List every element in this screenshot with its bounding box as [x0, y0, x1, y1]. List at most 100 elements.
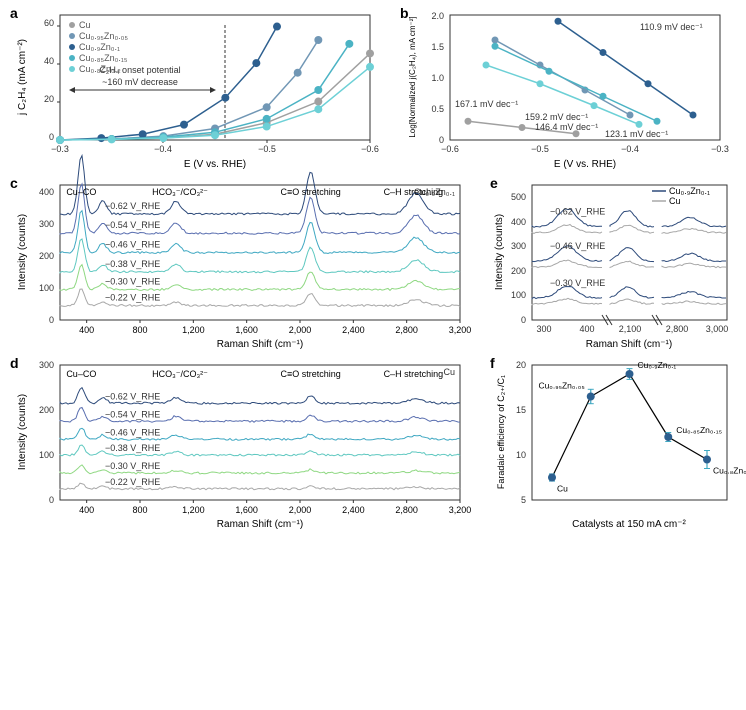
svg-text:−0.46 V_RHE: −0.46 V_RHE — [550, 241, 605, 251]
y-axis-label: Intensity (counts) — [494, 214, 505, 290]
legend: CuCu₀.₉₅Zn₀.₀₅Cu₀.₉Zn₀.₁Cu₀.₈₅Zn₀.₁₅Cu₀.… — [69, 20, 128, 74]
svg-text:HCO₃⁻/CO₃²⁻: HCO₃⁻/CO₃²⁻ — [152, 369, 208, 379]
svg-text:40: 40 — [44, 56, 54, 66]
svg-text:−0.6: −0.6 — [361, 144, 379, 154]
panel-b-label: b — [400, 5, 409, 21]
svg-text:20: 20 — [516, 360, 526, 370]
svg-text:2,000: 2,000 — [289, 505, 312, 515]
svg-text:Cu₀.₉₅Zn₀.₀₅: Cu₀.₉₅Zn₀.₀₅ — [538, 381, 584, 391]
svg-text:500: 500 — [511, 192, 526, 202]
y-axis: 5 10 15 20 — [516, 360, 526, 505]
svg-text:3,200: 3,200 — [449, 505, 472, 515]
svg-text:Cu: Cu — [79, 20, 91, 30]
svg-text:0.5: 0.5 — [431, 104, 444, 114]
svg-text:C≡O stretching: C≡O stretching — [281, 187, 341, 197]
svg-text:2.0: 2.0 — [431, 11, 444, 21]
svg-text:1.5: 1.5 — [431, 42, 444, 52]
legend-item-1: Cu₀.₉Zn₀.₁ — [669, 186, 710, 196]
y-axis-label: Intensity (counts) — [17, 394, 28, 470]
svg-text:−0.5: −0.5 — [531, 144, 549, 154]
panel-c-chart: 0 100 200 300 400 400 800 1,200 1,600 2,000 2… — [10, 175, 480, 350]
svg-text:200: 200 — [39, 405, 54, 415]
svg-text:Cu₀.₈Zn₀.₂: Cu₀.₈Zn₀.₂ — [713, 466, 746, 476]
svg-text:1,200: 1,200 — [182, 325, 205, 335]
svg-text:−0.62 V_RHE: −0.62 V_RHE — [105, 391, 160, 401]
svg-text:−0.4: −0.4 — [621, 144, 639, 154]
svg-text:Cu–CO: Cu–CO — [66, 187, 96, 197]
svg-text:Cu₀.₉₅Zn₀.₀₅: Cu₀.₉₅Zn₀.₀₅ — [79, 31, 128, 41]
slope-label-5: 123.1 mV dec⁻¹ — [605, 129, 668, 139]
svg-text:1,600: 1,600 — [235, 325, 258, 335]
svg-text:Cu₀.₉Zn₀.₁: Cu₀.₉Zn₀.₁ — [79, 42, 120, 52]
svg-text:Cu: Cu — [557, 484, 568, 494]
x-axis-label: Catalysts at 150 mA cm⁻² — [572, 519, 686, 530]
svg-text:−0.3: −0.3 — [711, 144, 729, 154]
svg-text:Cu–CO: Cu–CO — [66, 369, 96, 379]
svg-text:2,800: 2,800 — [395, 325, 418, 335]
svg-text:100: 100 — [39, 450, 54, 460]
panel-a-label: a — [10, 5, 18, 21]
svg-text:60: 60 — [44, 18, 54, 28]
svg-text:−0.30 V_RHE: −0.30 V_RHE — [105, 276, 160, 286]
svg-text:−0.30 V_RHE: −0.30 V_RHE — [105, 461, 160, 471]
svg-text:−0.22 V_RHE: −0.22 V_RHE — [105, 293, 160, 303]
svg-text:400: 400 — [579, 324, 594, 334]
svg-text:−0.30 V_RHE: −0.30 V_RHE — [550, 278, 605, 288]
traces-group: −0.62 V_RHE−0.54 V_RHE−0.46 V_RHE−0.38 V… — [60, 156, 460, 307]
svg-text:C–H stretching: C–H stretching — [384, 187, 444, 197]
panel-b-chart: 0 0.5 1.0 1.5 2.0 −0.6 −0.5 −0.4 −0.3 E … — [400, 5, 740, 170]
svg-text:300: 300 — [536, 324, 551, 334]
svg-text:15: 15 — [516, 405, 526, 415]
svg-text:20: 20 — [44, 94, 54, 104]
panel-a-chart: 0 20 40 60 −0.3 −0.4 −0.5 −0.6 E (V vs — [10, 5, 390, 170]
panel-c-label: c — [10, 175, 18, 191]
svg-text:−0.62 V_RHE: −0.62 V_RHE — [105, 201, 160, 211]
svg-text:100: 100 — [511, 290, 526, 300]
panel-d-chart: 0 100 200 300 4008001,2001,6002,0002,400… — [10, 355, 480, 530]
onset-annotation-line2: ~160 mV decrease — [102, 77, 178, 87]
svg-text:−0.38 V_RHE: −0.38 V_RHE — [105, 443, 160, 453]
x-axis-label: E (V vs. RHE) — [554, 159, 616, 170]
traces-group: −0.62 V_RHE−0.46 V_RHE−0.30 V_RHE — [532, 207, 726, 305]
y-axis-label: Log[Normalized j(C₂H₄), mA cm⁻²] — [408, 16, 417, 137]
svg-text:Cu₀.₉Zn₀.₁: Cu₀.₉Zn₀.₁ — [638, 360, 677, 370]
svg-text:2,800: 2,800 — [395, 505, 418, 515]
svg-text:2,000: 2,000 — [289, 325, 312, 335]
svg-text:800: 800 — [132, 325, 147, 335]
svg-text:Cu₀.₈₅Zn₀.₁₅: Cu₀.₈₅Zn₀.₁₅ — [676, 425, 722, 435]
svg-text:2,100: 2,100 — [619, 324, 642, 334]
panel-a: a 0 20 40 60 −0.3 −0.4 −0.5 −0.6 — [10, 5, 390, 170]
svg-text:−0.46 V_RHE: −0.46 V_RHE — [105, 427, 160, 437]
svg-text:3,200: 3,200 — [449, 325, 472, 335]
x-axis-label: Raman Shift (cm⁻¹) — [586, 339, 672, 350]
y-axis: 0 100 200 300 400 — [39, 187, 54, 325]
svg-text:−0.22 V_RHE: −0.22 V_RHE — [105, 477, 160, 487]
svg-text:300: 300 — [39, 219, 54, 229]
y-axis-label: Faradaic efficiency of C₂₊/C₁ — [496, 375, 506, 489]
svg-text:2,800: 2,800 — [666, 324, 689, 334]
panel-title: Cu — [443, 367, 455, 377]
svg-text:200: 200 — [511, 266, 526, 276]
svg-text:HCO₃⁻/CO₃²⁻: HCO₃⁻/CO₃²⁻ — [152, 187, 208, 197]
svg-text:800: 800 — [132, 505, 147, 515]
svg-text:0: 0 — [49, 495, 54, 505]
svg-text:5: 5 — [521, 495, 526, 505]
svg-text:300: 300 — [39, 360, 54, 370]
traces-group: −0.62 V_RHE −0.54 V_RHE −0.46 V_RHE −0.38 V… — [60, 388, 460, 490]
panel-f: f 5 10 15 20 Catalysts at 150 mA cm⁻² Fa… — [490, 355, 740, 530]
y-axis: 0 0.5 1.0 1.5 2.0 — [431, 11, 444, 145]
svg-text:1.0: 1.0 — [431, 73, 444, 83]
svg-text:−0.54 V_RHE: −0.54 V_RHE — [105, 409, 160, 419]
panel-f-chart: 5 10 15 20 Catalysts at 150 mA cm⁻² Fara… — [490, 355, 740, 530]
svg-text:1,200: 1,200 — [182, 505, 205, 515]
svg-text:Cu₀.₈Zn₀.₂: Cu₀.₈Zn₀.₂ — [79, 64, 121, 74]
svg-text:400: 400 — [39, 187, 54, 197]
svg-text:−0.54 V_RHE: −0.54 V_RHE — [105, 220, 160, 230]
series-group: Cu Cu₀.₉₅Zn₀.₀₅ Cu₀.₉Zn₀.₁ Cu₀.₈₅Zn₀.₁₅ Cu₀.… — [538, 360, 746, 494]
svg-text:C–H stretching: C–H stretching — [384, 369, 444, 379]
svg-text:−0.4: −0.4 — [154, 144, 172, 154]
legend-item-2: Cu — [669, 196, 681, 206]
svg-text:−0.38 V_RHE: −0.38 V_RHE — [105, 259, 160, 269]
svg-text:Cu₀.₈₅Zn₀.₁₅: Cu₀.₈₅Zn₀.₁₅ — [79, 53, 128, 63]
peak-labels: Cu–COHCO₃⁻/CO₃²⁻C≡O stretchingC–H stretc… — [66, 369, 443, 379]
